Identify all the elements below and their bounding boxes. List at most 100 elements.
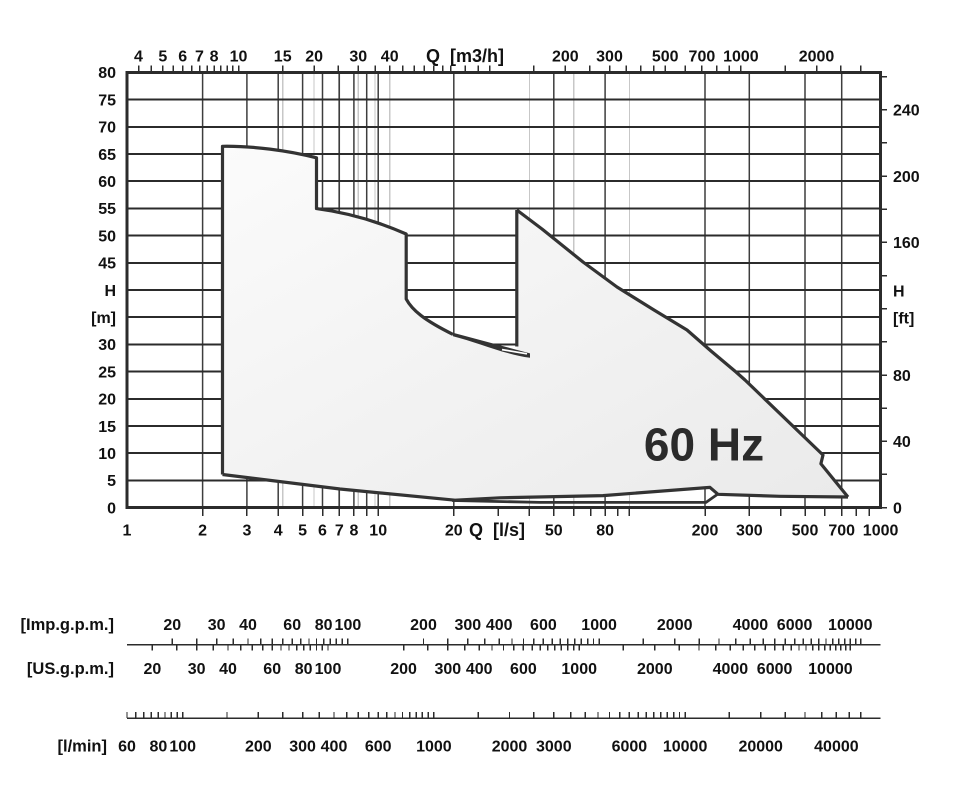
- svg-text:1000: 1000: [863, 523, 899, 540]
- svg-text:30: 30: [98, 337, 116, 354]
- svg-text:4000: 4000: [713, 661, 749, 678]
- svg-text:10000: 10000: [808, 661, 853, 678]
- svg-text:Q [m3/h]: Q [m3/h]: [426, 46, 504, 66]
- svg-text:[m]: [m]: [91, 310, 116, 327]
- svg-text:5: 5: [107, 473, 116, 490]
- svg-text:1000: 1000: [581, 617, 617, 634]
- svg-text:4000: 4000: [733, 617, 769, 634]
- svg-text:2000: 2000: [637, 661, 673, 678]
- svg-text:2: 2: [198, 523, 207, 540]
- svg-text:40: 40: [219, 661, 237, 678]
- svg-text:20: 20: [98, 392, 116, 409]
- svg-text:10000: 10000: [663, 739, 708, 756]
- svg-text:20: 20: [445, 523, 463, 540]
- svg-text:3000: 3000: [536, 739, 572, 756]
- svg-text:100: 100: [169, 739, 196, 756]
- svg-text:[Imp.g.p.m.]: [Imp.g.p.m.]: [21, 616, 115, 634]
- svg-text:7: 7: [335, 523, 344, 540]
- svg-text:60: 60: [263, 661, 281, 678]
- svg-text:600: 600: [530, 617, 557, 634]
- svg-text:10: 10: [369, 523, 387, 540]
- svg-text:200: 200: [552, 49, 579, 66]
- svg-text:10: 10: [98, 446, 116, 463]
- svg-text:700: 700: [689, 49, 716, 66]
- svg-text:80: 80: [150, 739, 168, 756]
- svg-text:60: 60: [98, 174, 116, 191]
- svg-text:2000: 2000: [492, 739, 528, 756]
- svg-text:40: 40: [893, 434, 911, 451]
- svg-text:50: 50: [545, 523, 563, 540]
- svg-text:5: 5: [298, 523, 307, 540]
- svg-text:20: 20: [305, 49, 323, 66]
- svg-text:700: 700: [828, 523, 855, 540]
- svg-text:100: 100: [315, 661, 342, 678]
- svg-text:1000: 1000: [723, 49, 759, 66]
- svg-text:300: 300: [596, 49, 623, 66]
- svg-text:80: 80: [893, 368, 911, 385]
- svg-text:30: 30: [349, 49, 367, 66]
- svg-text:8: 8: [210, 49, 219, 66]
- svg-text:4: 4: [134, 49, 143, 66]
- svg-text:200: 200: [692, 523, 719, 540]
- svg-text:8: 8: [349, 523, 358, 540]
- svg-text:100: 100: [335, 617, 362, 634]
- svg-text:20: 20: [163, 617, 181, 634]
- svg-text:1: 1: [123, 523, 132, 540]
- svg-text:400: 400: [321, 739, 348, 756]
- svg-text:20: 20: [144, 661, 162, 678]
- svg-text:0: 0: [107, 500, 116, 517]
- svg-text:200: 200: [390, 661, 417, 678]
- svg-text:300: 300: [454, 617, 481, 634]
- svg-text:1000: 1000: [561, 661, 597, 678]
- svg-text:30: 30: [208, 617, 226, 634]
- svg-text:10000: 10000: [828, 617, 873, 634]
- svg-text:240: 240: [893, 103, 920, 120]
- svg-text:60: 60: [118, 739, 136, 756]
- svg-text:400: 400: [486, 617, 513, 634]
- svg-text:160: 160: [893, 235, 920, 252]
- svg-text:2000: 2000: [657, 617, 693, 634]
- svg-text:200: 200: [410, 617, 437, 634]
- svg-text:55: 55: [98, 201, 116, 218]
- svg-text:80: 80: [295, 661, 313, 678]
- svg-text:500: 500: [792, 523, 819, 540]
- svg-text:70: 70: [98, 120, 116, 137]
- svg-text:80: 80: [98, 65, 116, 82]
- svg-text:500: 500: [652, 49, 679, 66]
- svg-text:4: 4: [274, 523, 283, 540]
- svg-text:7: 7: [195, 49, 204, 66]
- svg-text:3: 3: [242, 523, 251, 540]
- svg-text:6000: 6000: [777, 617, 813, 634]
- svg-text:0: 0: [893, 500, 902, 517]
- svg-text:600: 600: [510, 661, 537, 678]
- svg-text:15: 15: [98, 419, 116, 436]
- svg-text:H: H: [104, 283, 116, 300]
- svg-text:400: 400: [466, 661, 493, 678]
- svg-text:40000: 40000: [814, 739, 859, 756]
- svg-text:6000: 6000: [612, 739, 648, 756]
- svg-text:[l/min]: [l/min]: [58, 738, 108, 756]
- svg-text:80: 80: [315, 617, 333, 634]
- svg-text:30: 30: [188, 661, 206, 678]
- svg-text:[US.g.p.m.]: [US.g.p.m.]: [27, 660, 114, 678]
- svg-text:2000: 2000: [799, 49, 835, 66]
- svg-text:40: 40: [381, 49, 399, 66]
- svg-text:200: 200: [893, 169, 920, 186]
- svg-text:300: 300: [736, 523, 763, 540]
- svg-text:10: 10: [230, 49, 248, 66]
- svg-text:60 Hz: 60 Hz: [644, 418, 764, 470]
- svg-text:600: 600: [365, 739, 392, 756]
- svg-text:65: 65: [98, 147, 116, 164]
- svg-text:6000: 6000: [757, 661, 793, 678]
- svg-text:Q [l/s]: Q [l/s]: [469, 520, 525, 540]
- svg-text:80: 80: [596, 523, 614, 540]
- svg-text:H: H: [893, 284, 905, 301]
- svg-text:200: 200: [245, 739, 272, 756]
- svg-text:[ft]: [ft]: [893, 311, 914, 328]
- svg-text:300: 300: [434, 661, 461, 678]
- svg-text:6: 6: [178, 49, 187, 66]
- svg-text:15: 15: [274, 49, 292, 66]
- svg-text:75: 75: [98, 92, 116, 109]
- svg-text:6: 6: [318, 523, 327, 540]
- svg-text:60: 60: [283, 617, 301, 634]
